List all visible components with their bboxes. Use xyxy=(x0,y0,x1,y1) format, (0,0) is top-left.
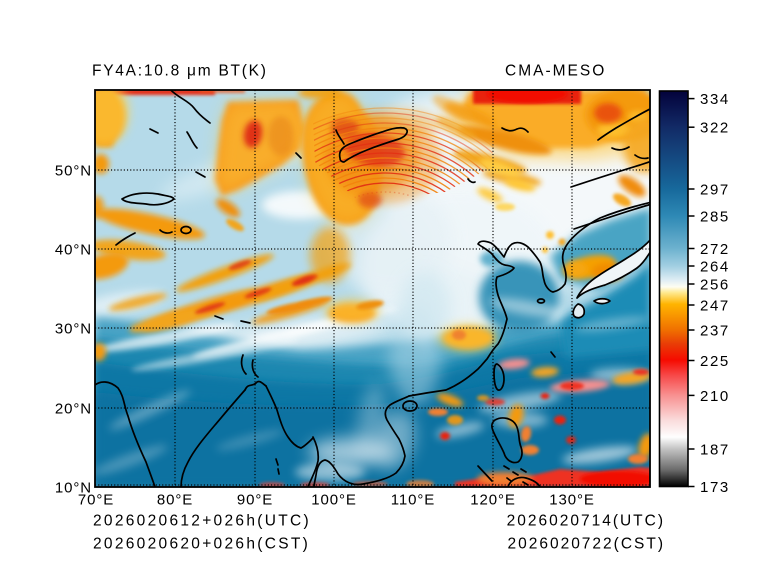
svg-text:10°N: 10°N xyxy=(55,480,92,497)
svg-text:2026020722(CST): 2026020722(CST) xyxy=(507,536,665,553)
svg-text:247: 247 xyxy=(700,298,730,315)
svg-text:322: 322 xyxy=(700,120,730,137)
svg-text:187: 187 xyxy=(700,442,730,459)
svg-text:256: 256 xyxy=(700,277,730,294)
svg-text:334: 334 xyxy=(700,91,730,108)
svg-text:130°E: 130°E xyxy=(549,492,595,509)
svg-text:272: 272 xyxy=(700,241,730,258)
svg-text:FY4A:10.8 μm BT(K): FY4A:10.8 μm BT(K) xyxy=(92,63,268,80)
svg-text:90°E: 90°E xyxy=(237,492,273,509)
svg-text:80°E: 80°E xyxy=(157,492,193,509)
svg-text:120°E: 120°E xyxy=(470,492,516,509)
svg-text:40°N: 40°N xyxy=(55,242,92,259)
svg-text:70°E: 70°E xyxy=(78,492,114,509)
svg-text:2026020612+026h(UTC): 2026020612+026h(UTC) xyxy=(93,513,311,530)
svg-text:297: 297 xyxy=(700,182,730,199)
svg-text:110°E: 110°E xyxy=(391,492,435,509)
svg-text:2026020714(UTC): 2026020714(UTC) xyxy=(507,513,665,530)
svg-text:20°N: 20°N xyxy=(55,401,92,418)
svg-text:264: 264 xyxy=(700,259,730,276)
svg-text:2026020620+026h(CST): 2026020620+026h(CST) xyxy=(93,536,310,553)
svg-text:100°E: 100°E xyxy=(311,492,357,509)
svg-text:210: 210 xyxy=(700,388,730,405)
svg-text:CMA-MESO: CMA-MESO xyxy=(505,63,606,80)
svg-text:225: 225 xyxy=(700,353,730,370)
svg-text:285: 285 xyxy=(700,209,730,226)
svg-text:173: 173 xyxy=(700,479,730,496)
svg-text:50°N: 50°N xyxy=(55,163,92,180)
svg-text:237: 237 xyxy=(700,323,730,340)
svg-text:30°N: 30°N xyxy=(55,321,92,338)
